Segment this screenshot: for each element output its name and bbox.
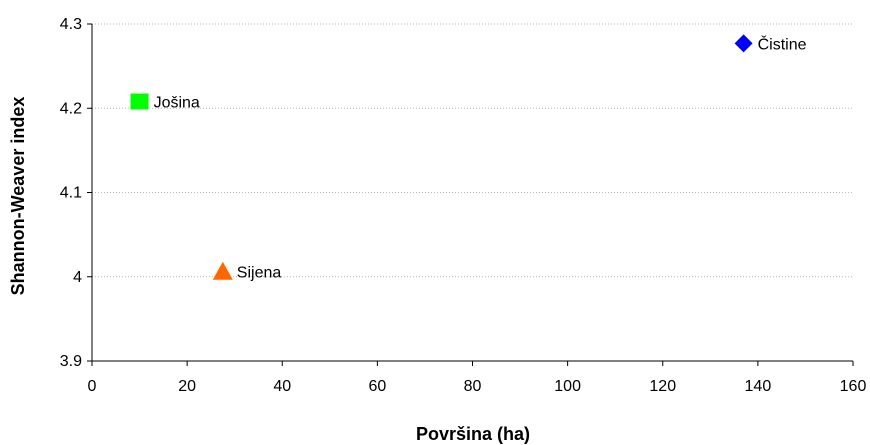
x-tick-label: 40 <box>273 378 291 395</box>
x-axis-title: Površina (ha) <box>416 424 530 444</box>
data-point-diamond <box>734 34 753 53</box>
x-tick-label: 0 <box>88 378 97 395</box>
data-point-square <box>130 93 149 110</box>
x-tick-label: 60 <box>368 378 386 395</box>
x-tick-label: 140 <box>745 378 772 395</box>
grid-layer <box>92 23 853 278</box>
y-axis-title: Shannon-Weaver index <box>8 97 28 296</box>
y-tick-label: 4.2 <box>60 100 82 117</box>
points-layer: Čistine Jošina Sijena <box>130 34 807 282</box>
y-tick-label: 4.1 <box>60 185 82 202</box>
x-tick-label: 100 <box>554 378 581 395</box>
y-tick-label: 3.9 <box>60 353 82 370</box>
x-tick-label: 120 <box>649 378 676 395</box>
y-tick-label: 4.3 <box>60 16 82 33</box>
data-point-label: Čistine <box>758 34 807 53</box>
y-tick-label: 4 <box>73 269 82 286</box>
x-tick-label: 20 <box>178 378 196 395</box>
x-tick-label: 160 <box>840 378 867 395</box>
data-point-triangle <box>212 261 233 280</box>
ticks-layer: 3.9 4 4.1 4.2 4.3 0 20 40 60 80 100 120 140 160 <box>60 16 867 395</box>
data-point-label: Jošina <box>154 95 200 112</box>
x-tick-label: 80 <box>464 378 482 395</box>
data-point-label: Sijena <box>237 265 282 282</box>
